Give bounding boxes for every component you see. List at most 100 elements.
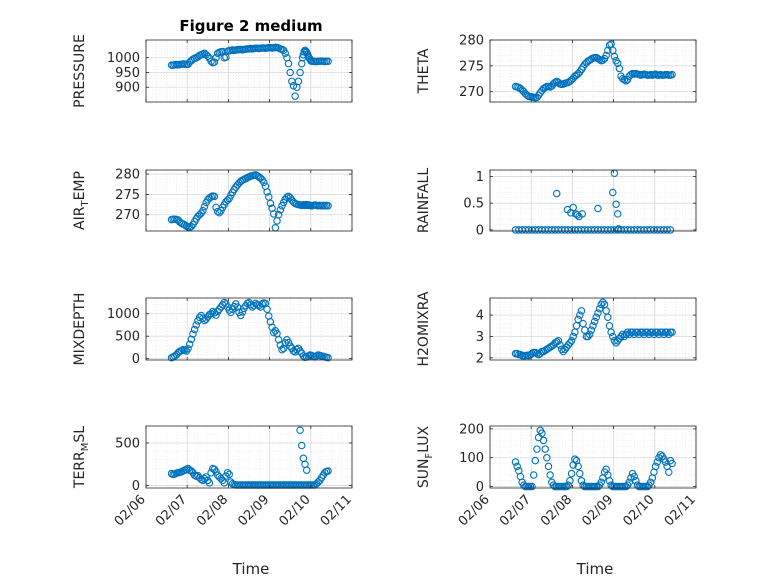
data-point [668,70,676,79]
data-point [199,206,207,215]
y-tick-label: 270 [459,85,484,100]
data-point [210,192,219,201]
data-point [599,298,607,307]
data-point [274,210,283,219]
x-axis-label-left: Time [232,560,270,578]
data-point [213,207,222,216]
data-point [584,332,592,341]
data-point [207,57,215,66]
data-point [223,468,232,477]
data-point [668,459,676,468]
data-point [569,203,577,212]
data-point [297,441,306,450]
data-point [291,92,299,100]
data-point [646,478,655,486]
data-point [590,317,599,326]
data-point [592,313,601,321]
y-tick-label: 200 [459,422,484,437]
data-point [205,479,214,487]
data-point [605,41,614,49]
data-point [279,344,288,353]
data-point [578,210,587,218]
axes-box [145,425,353,489]
data-point [210,309,219,317]
data-point [187,335,196,344]
data-point [200,202,209,211]
data-point [296,426,304,434]
data-point [276,206,285,214]
y-tick-label: 500 [115,436,140,451]
data-point [215,208,224,217]
data-point [666,226,675,234]
data-point [538,429,546,437]
y-axis-label: RAINFALL [416,168,432,233]
data-point [623,328,632,336]
data-point [529,471,538,479]
data-point [571,455,579,463]
data-point [513,349,521,358]
y-tick-label: 0 [132,479,140,494]
data-point [263,305,271,313]
data-point [324,354,332,362]
data-point [633,328,642,336]
data-point [260,178,268,186]
y-tick-label: 280 [115,168,140,183]
y-axis-label: TERRMSL [72,426,91,489]
data-point [605,477,614,485]
data-point [324,202,332,210]
data-point [648,328,657,336]
data-point [281,49,290,58]
y-axis-label: SUNFLUX [416,425,435,488]
data-point [324,57,332,66]
data-point [238,308,247,316]
data-point [610,52,619,61]
y-tick-label: 4 [476,309,484,324]
data-point [541,445,549,453]
data-point [513,462,521,471]
data-point [589,322,597,330]
data-point [651,462,660,471]
y-tick-label: 275 [459,59,484,74]
data-point [613,210,622,218]
data-point [278,345,286,354]
data-point [531,456,540,465]
data-point [643,328,652,336]
data-point [622,330,630,339]
data-point [533,445,541,453]
data-point [204,52,212,60]
data-point [574,462,582,471]
x-axis-label-right: Time [576,560,614,578]
data-point [554,337,563,345]
data-point [184,345,192,353]
y-axis-label: THETA [416,48,432,94]
y-tick-label: 1000 [107,51,140,66]
y-tick-label: 270 [115,208,140,223]
data-point [562,482,571,491]
subplot-rainfall: 0 0.5 1 RAINFALL [416,168,697,238]
y-axis-label: MIXDEPTH [72,293,88,366]
data-point [658,328,666,336]
data-point [185,340,194,349]
data-point [610,337,619,345]
y-tick-label: 1000 [107,307,140,322]
y-tick-label: 500 [115,330,140,345]
data-point [556,341,564,349]
data-point [615,64,624,73]
data-point [225,306,233,314]
data-point [612,200,620,208]
data-point [189,330,197,338]
data-point [296,68,304,77]
data-point [569,332,577,341]
data-point [263,188,271,196]
data-point [663,328,671,336]
data-point [604,46,612,55]
data-point [266,199,275,208]
data-point [293,345,301,354]
y-axis-label: H2OMIXRA [416,291,432,366]
y-tick-label: 2 [476,351,484,366]
data-point [609,188,617,197]
data-point [668,328,676,336]
data-point [533,349,541,358]
